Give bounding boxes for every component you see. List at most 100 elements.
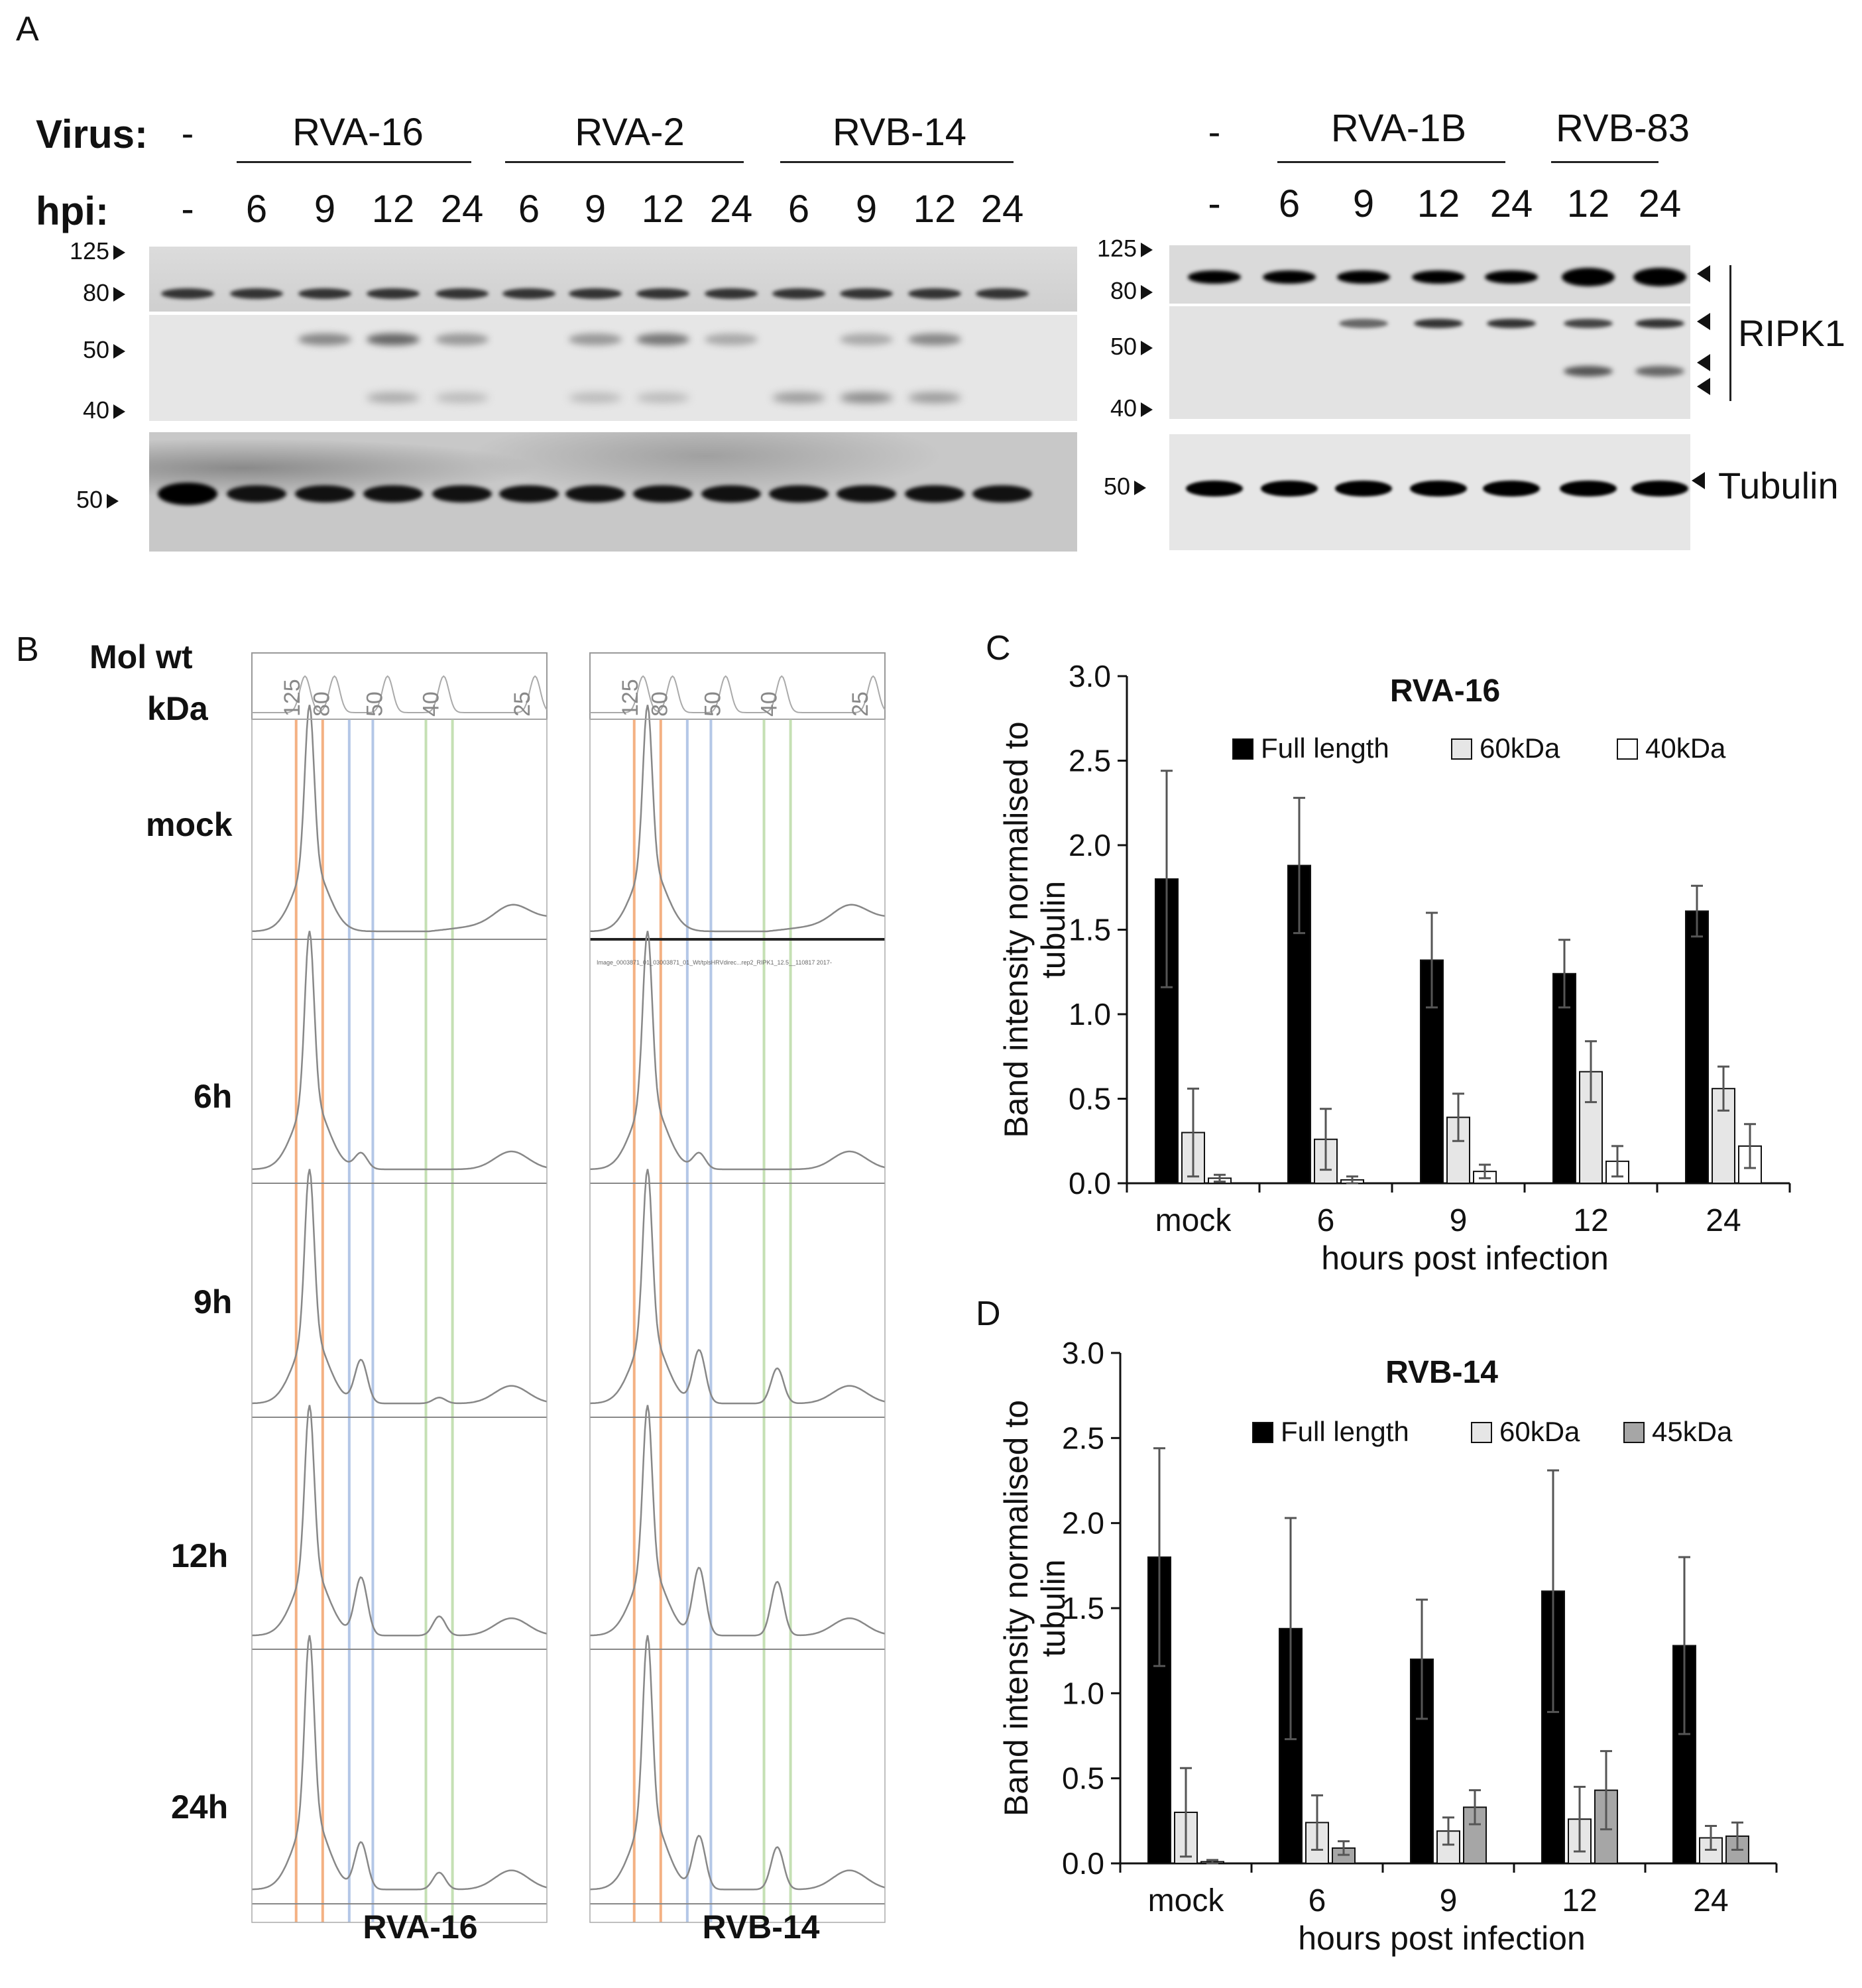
group-underline: [780, 161, 1014, 163]
blot-band: [701, 485, 761, 502]
blot-band: [569, 288, 622, 299]
blot-band: [840, 333, 893, 345]
blot-band: [1562, 268, 1615, 286]
panel-c-letter: C: [986, 629, 1011, 668]
blot-band: [1483, 481, 1540, 497]
hpi-lane-label: 24: [440, 188, 484, 231]
y-tick-label: 3.0: [1069, 659, 1111, 693]
marker-tick-label: 125: [280, 679, 305, 717]
blot-band: [499, 485, 559, 502]
marker-tick-label: 50: [701, 691, 726, 717]
blot-band: [1412, 270, 1465, 284]
blot-left-cleavage: [149, 315, 1077, 421]
mw-marker: 80: [1110, 277, 1153, 305]
y-tick-label: 0.5: [1062, 1761, 1104, 1796]
blot-band: [905, 485, 964, 502]
blot-band: [636, 392, 689, 403]
blot-band: [1487, 319, 1536, 328]
blot-band: [298, 288, 351, 299]
blot-band: [1485, 270, 1538, 284]
x-axis-label: hours post infection: [1298, 1920, 1586, 1957]
blot-band: [1635, 366, 1684, 377]
hpi-lane-label: 6: [518, 188, 540, 231]
left-group-label: RVA-2: [575, 111, 685, 154]
y-tick-label: 2.5: [1069, 744, 1111, 778]
blot-band: [363, 485, 423, 502]
x-tick-label: 9: [1450, 1203, 1468, 1238]
legend-swatch: [1232, 738, 1253, 760]
legend-label: Full length: [1281, 1416, 1409, 1447]
chart-title: RVA-16: [1390, 673, 1500, 709]
blot-band: [230, 288, 283, 299]
band-arrow-icon: [1697, 265, 1710, 286]
hpi-lane-label: 12: [1566, 182, 1610, 225]
mw-marker: 50: [76, 486, 119, 514]
right-group-label: RVA-1B: [1330, 107, 1467, 150]
blot-band: [772, 392, 825, 403]
legend-swatch: [1471, 1422, 1492, 1443]
blot-band: [837, 485, 896, 502]
y-tick-label: 2.5: [1062, 1421, 1104, 1455]
blot-band: [1560, 481, 1617, 497]
blot-band: [705, 288, 758, 299]
bar-full-length: [1552, 972, 1576, 1184]
blot-band: [1410, 481, 1467, 497]
marker-profile: [590, 675, 886, 713]
column-label: RVB-14: [702, 1908, 820, 1946]
hpi-lane-label: 24: [1638, 182, 1682, 225]
right-mock-virus: -: [1208, 111, 1221, 152]
x-tick-label: 9: [1440, 1883, 1458, 1918]
x-tick-label: 12: [1573, 1203, 1608, 1238]
blot-band: [161, 288, 214, 299]
blot-band: [908, 333, 961, 345]
hpi-lane-label: 6: [245, 188, 268, 231]
density-profile-trace: [251, 1405, 548, 1637]
blot-band: [227, 485, 286, 502]
profile-column-frame: [251, 719, 548, 1923]
hpi-lane-label: 12: [371, 188, 415, 231]
row-label: 6h: [194, 1078, 233, 1115]
hpi-label: hpi:: [36, 189, 109, 233]
blot-band: [367, 392, 420, 403]
density-profile-trace: [251, 1635, 548, 1891]
panel-d-letter: D: [976, 1295, 1001, 1333]
density-profile-trace: [589, 931, 886, 1171]
blot-band: [436, 333, 489, 345]
virus-label: Virus:: [36, 112, 148, 156]
marker-tick-label: 25: [510, 691, 535, 717]
band-arrow-icon: [1697, 378, 1710, 398]
blot-band: [1186, 481, 1243, 497]
blot-band: [436, 392, 489, 403]
hpi-lane-label: -: [1208, 182, 1221, 225]
hpi-lane-label: 9: [1352, 182, 1375, 225]
y-axis-label: tubulin: [1035, 881, 1072, 978]
density-profile-trace: [589, 1635, 886, 1891]
blot-band: [436, 288, 489, 299]
panel-a-letter: A: [16, 10, 39, 48]
blot-band: [1631, 481, 1688, 497]
legend-label: 60kDa: [1480, 732, 1560, 764]
blot-band: [502, 288, 555, 299]
marker-tick-label: 40: [756, 691, 782, 717]
blot-band: [1337, 270, 1390, 284]
mw-marker: 40: [1110, 394, 1153, 422]
hpi-lane-label: 12: [1417, 182, 1460, 225]
blot-band: [569, 333, 622, 345]
y-tick-label: 2.0: [1069, 828, 1111, 862]
left-group-label: RVB-14: [832, 111, 967, 154]
band-arrow-icon: [1697, 313, 1710, 333]
hpi-lane-label: 9: [584, 188, 607, 231]
blot-band: [1635, 319, 1684, 328]
group-underline: [1277, 161, 1505, 163]
hpi-lane-label: 9: [855, 188, 878, 231]
blot-band: [772, 288, 825, 299]
y-tick-label: 2.0: [1062, 1506, 1104, 1541]
left-mock-virus: -: [181, 112, 194, 154]
x-tick-label: 12: [1562, 1883, 1597, 1918]
row-label: 24h: [171, 1788, 229, 1826]
mol-wt-label: Mol wt: [89, 638, 193, 675]
density-profile-trace: [589, 1405, 886, 1637]
blot-band: [1414, 319, 1463, 328]
y-tick-label: 0.5: [1069, 1082, 1111, 1116]
blot-band: [367, 333, 420, 345]
